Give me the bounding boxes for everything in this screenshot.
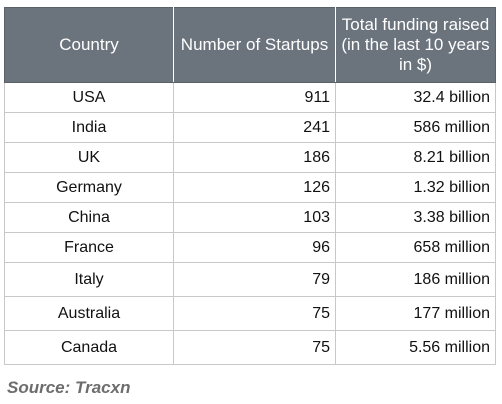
cell-country: India [4, 112, 174, 143]
table-row: UK 186 8.21 billion [4, 142, 496, 173]
startups-table: Country Number of Startups Total funding… [4, 7, 496, 365]
cell-funding: 8.21 billion [335, 142, 496, 173]
cell-startups: 126 [173, 172, 336, 203]
table-row: Germany 126 1.32 billion [4, 172, 496, 203]
table-row: France 96 658 million [4, 232, 496, 263]
cell-country: China [4, 202, 174, 233]
cell-funding: 658 million [335, 232, 496, 263]
cell-startups: 186 [173, 142, 336, 173]
table-row: USA 911 32.4 billion [4, 82, 496, 113]
table-row: India 241 586 million [4, 112, 496, 143]
cell-funding: 177 million [335, 296, 496, 331]
cell-startups: 103 [173, 202, 336, 233]
table-row: Australia 75 177 million [4, 296, 496, 331]
cell-startups: 96 [173, 232, 336, 263]
table-row: China 103 3.38 billion [4, 202, 496, 233]
cell-country: Italy [4, 262, 174, 297]
cell-funding: 586 million [335, 112, 496, 143]
table-row: Canada 75 5.56 million [4, 330, 496, 365]
cell-startups: 79 [173, 262, 336, 297]
cell-funding: 3.38 billion [335, 202, 496, 233]
cell-startups: 75 [173, 330, 336, 365]
header-number-of-startups: Number of Startups [173, 7, 336, 83]
cell-funding: 32.4 billion [335, 82, 496, 113]
table-row: Italy 79 186 million [4, 262, 496, 297]
cell-country: France [4, 232, 174, 263]
cell-funding: 5.56 million [335, 330, 496, 365]
header-total-funding: Total funding raised (in the last 10 yea… [335, 7, 496, 83]
cell-startups: 75 [173, 296, 336, 331]
startups-table-container: Country Number of Startups Total funding… [4, 7, 496, 365]
cell-startups: 241 [173, 112, 336, 143]
cell-country: Canada [4, 330, 174, 365]
cell-country: Germany [4, 172, 174, 203]
table-header-row: Country Number of Startups Total funding… [4, 7, 496, 83]
cell-country: USA [4, 82, 174, 113]
cell-country: UK [4, 142, 174, 173]
cell-country: Australia [4, 296, 174, 331]
cell-funding: 1.32 billion [335, 172, 496, 203]
source-caption: Source: Tracxn [7, 378, 131, 397]
cell-funding: 186 million [335, 262, 496, 297]
header-country: Country [4, 7, 174, 83]
cell-startups: 911 [173, 82, 336, 113]
